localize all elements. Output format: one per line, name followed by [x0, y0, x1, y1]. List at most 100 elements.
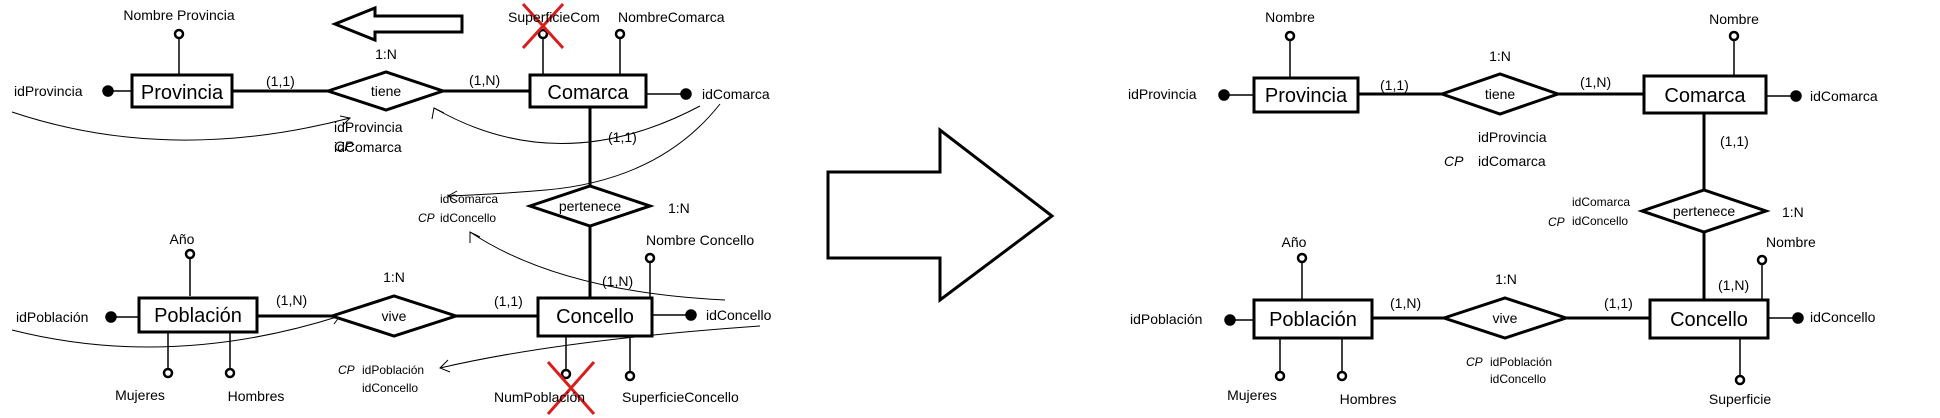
- cardinality-comarca-pertenece: (1,1): [1720, 133, 1749, 149]
- pk-label-pertenece: CP: [1548, 215, 1565, 229]
- pk-tiene-key-1: idProvincia: [334, 119, 403, 135]
- pk-label-tiene: CP: [334, 138, 354, 154]
- attr-dot-idcomarca: [680, 88, 692, 100]
- attr-dot-nombre-concello: [644, 252, 656, 264]
- curve-idconcello-to-pertenece: [469, 231, 726, 301]
- pk-tiene-key-2: idComarca: [1478, 153, 1546, 169]
- pk-pertenece-key-2: idConcello: [440, 211, 496, 225]
- curve-idcomarca-to-tiene: [433, 105, 701, 144]
- attr-idcomarca-label: idComarca: [702, 86, 770, 102]
- entity-concello-label: Concello: [1670, 309, 1748, 331]
- relation-pertenece-diamond: [1637, 188, 1771, 234]
- attr-nombre-provincia-label: Nombre: [1265, 9, 1315, 25]
- cardinality-pertenece-concello: (1,N): [1718, 277, 1749, 293]
- attr-idcomarca-label: idComarca: [1810, 88, 1878, 104]
- attr-superficie-concello-label: SuperficieConcello: [622, 389, 739, 405]
- relation-tiene-diamond: [323, 70, 448, 112]
- cardinality-pertenece-concello: (1,N): [602, 273, 633, 289]
- attr-dot-idconcello: [685, 309, 697, 321]
- attr-anio-label: Año: [170, 231, 195, 247]
- relation-tiene-label: tiene: [1485, 86, 1516, 102]
- relation-tiene-diamond: [1437, 72, 1563, 116]
- arrowhead-icon: [431, 107, 445, 120]
- cardinality-tiene-type: 1:N: [375, 46, 397, 62]
- attr-dot-nombre-comarca: [614, 28, 626, 40]
- attr-nombre-comarca-label: NombreComarca: [618, 9, 725, 25]
- attr-anio-label: Año: [1282, 234, 1307, 250]
- attr-mujeres-label: Mujeres: [115, 387, 165, 403]
- left-diagram: Provincia Comarca Población Concello tie…: [11, 2, 772, 415]
- pk-vive-key-2: idConcello: [1490, 372, 1546, 386]
- entity-poblacion-box: [1252, 298, 1374, 340]
- entity-comarca-label: Comarca: [1664, 85, 1746, 107]
- cardinality-comarca-pertenece: (1,1): [608, 129, 637, 145]
- attr-dot-idprovincia: [1218, 89, 1230, 101]
- arrowhead-icon: [339, 115, 352, 126]
- cardinality-tiene-comarca: (1,N): [1580, 74, 1611, 90]
- attr-dot-hombres: [1336, 370, 1348, 382]
- attr-dot-idpoblacion: [105, 311, 117, 323]
- attr-idconcello-label: idConcello: [1810, 309, 1876, 325]
- cardinality-provincia-tiene: (1,1): [1380, 77, 1409, 93]
- cardinality-poblacion-vive: (1,N): [276, 292, 307, 308]
- attr-nombre-concello-label: Nombre: [1766, 234, 1816, 250]
- arrowhead-icon: [446, 190, 458, 202]
- curve-idconcello-to-vive: [439, 325, 761, 369]
- entity-poblacion-label: Población: [154, 305, 242, 327]
- attr-dot-mujeres: [162, 367, 174, 379]
- attr-dot-idcomarca: [1790, 90, 1802, 102]
- pk-vive-key-2: idConcello: [362, 381, 418, 395]
- relation-pertenece-diamond: [525, 184, 655, 228]
- relation-vive-diamond: [327, 294, 461, 338]
- entity-concello-box: [1648, 298, 1770, 340]
- attr-nombre-concello-label: Nombre Concello: [646, 232, 754, 248]
- relation-pertenece-label: pertenece: [1673, 203, 1735, 219]
- relation-vive-diamond: [1439, 296, 1571, 340]
- entity-comarca-label: Comarca: [547, 82, 629, 104]
- entity-provincia-label: Provincia: [141, 82, 224, 104]
- arrowhead-icon: [469, 231, 481, 243]
- curve-idcomarca-to-pertenece: [447, 103, 721, 197]
- attr-idpoblacion-label: idPoblación: [16, 309, 88, 325]
- attr-mujeres-label: Mujeres: [1227, 387, 1277, 403]
- relation-vive-label: vive: [382, 308, 407, 324]
- arrowhead-icon: [439, 359, 451, 373]
- attr-dot-num-poblacion: [560, 368, 572, 380]
- cardinality-poblacion-vive: (1,N): [1390, 295, 1421, 311]
- attr-nombre-provincia-label: Nombre Provincia: [123, 7, 234, 23]
- attr-dot-idprovincia: [102, 85, 114, 97]
- attr-superficie-label: Superficie: [1709, 391, 1771, 407]
- pk-tiene-key-2: idComarca: [334, 139, 402, 155]
- attr-idprovincia-label: idProvincia: [14, 83, 83, 99]
- attr-dot-idpoblacion: [1224, 314, 1236, 326]
- left-pointing-arrow-icon: [330, 5, 464, 43]
- attr-idpoblacion-label: idPoblación: [1130, 311, 1202, 327]
- attr-dot-superficie-com: [537, 28, 549, 40]
- cardinality-provincia-tiene: (1,1): [266, 73, 295, 89]
- pk-vive-key-1: idPoblación: [1490, 355, 1552, 369]
- cardinality-tiene-comarca: (1,N): [469, 72, 500, 88]
- right-diagram: Provincia Comarca Población Concello tie…: [1128, 9, 1878, 407]
- attr-idprovincia-label: idProvincia: [1128, 86, 1197, 102]
- entity-poblacion-label: Población: [1269, 309, 1357, 331]
- cardinality-vive-concello: (1,1): [494, 293, 523, 309]
- cardinality-vive-type: 1:N: [1495, 271, 1517, 287]
- attr-dot-nombre-provincia: [173, 28, 185, 40]
- attr-dot-anio: [1296, 252, 1308, 264]
- pk-pertenece-key-1: idComarca: [1572, 195, 1630, 209]
- attr-superficie-com-label: SuperficieCom: [508, 9, 600, 25]
- pk-label-vive: CP: [1466, 355, 1483, 369]
- curve-idprovincia-to-tiene: [11, 111, 351, 141]
- relation-pertenece-label: pertenece: [559, 198, 621, 214]
- entity-concello-box: [536, 296, 654, 338]
- entity-comarca-box: [1642, 74, 1768, 115]
- pk-label-tiene: CP: [1444, 153, 1464, 169]
- entity-concello-label: Concello: [556, 306, 634, 328]
- attr-dot-idconcello: [1792, 312, 1804, 324]
- transformation-arrow-icon: [826, 126, 1055, 303]
- attr-idconcello-label: idConcello: [706, 307, 772, 323]
- attr-nombre-comarca-label: Nombre: [1709, 11, 1759, 27]
- relation-vive-label: vive: [1493, 310, 1518, 326]
